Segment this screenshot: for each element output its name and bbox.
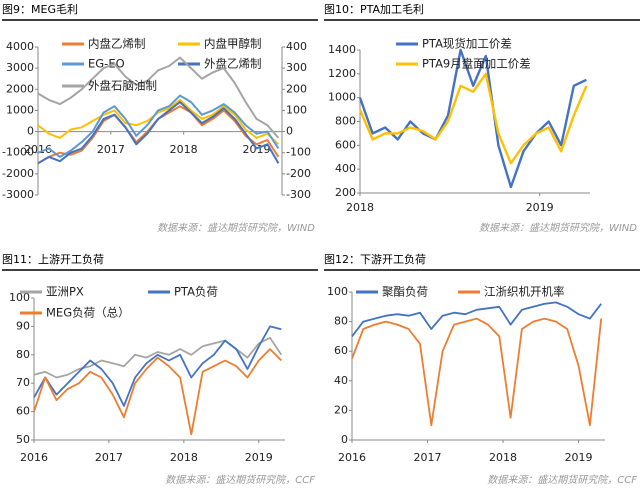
y-tick-label: 50	[16, 433, 30, 446]
y-tick-label: 1200	[328, 67, 356, 80]
series-line	[37, 101, 280, 165]
x-tick-label: 2016	[24, 143, 52, 156]
source-note: 数据来源：盛达期货研究院，WIND	[479, 222, 637, 234]
source-note: 数据来源：盛达期货研究院，WIND	[157, 222, 315, 234]
y2-tick-label: 200	[286, 82, 307, 95]
legend-label: 聚酯负荷	[382, 285, 428, 299]
y2-tick-label: 0	[286, 125, 293, 138]
legend-label: 外盘石脑油制	[88, 79, 157, 93]
legend-label: PTA现货加工价差	[422, 37, 512, 51]
y-tick-label: 1000	[6, 103, 34, 116]
x-tick-label: 2018	[170, 451, 198, 464]
chart-title: 图11：上游开工负荷	[2, 252, 104, 266]
y-tick-label: -3000	[2, 188, 34, 201]
y-tick-label: 80	[16, 348, 30, 361]
y-tick-label: 60	[334, 344, 348, 357]
series-line	[37, 94, 280, 158]
y-tick-label: 1400	[328, 43, 356, 56]
y-tick-label: 4000	[6, 40, 34, 53]
source-note: 数据来源：盛达期货研究院，CCF	[487, 474, 637, 486]
legend-label: 内盘乙烯制	[88, 37, 146, 51]
x-tick-label: 2016	[338, 451, 366, 464]
y-tick-label: 100	[327, 285, 348, 298]
series-line	[351, 301, 602, 337]
legend-label: EG-EO	[88, 57, 125, 71]
chart-title: 图10：PTA加工毛利	[324, 3, 424, 16]
x-tick-label: 2017	[97, 143, 125, 156]
series-line	[37, 56, 280, 139]
x-tick-label: 2019	[526, 201, 554, 214]
x-tick-label: 2019	[245, 451, 273, 464]
y-tick-label: -2000	[2, 167, 34, 180]
legend-label: 外盘乙烯制	[204, 57, 262, 71]
legend-label: MEG负荷（总）	[46, 306, 130, 320]
y-tick-label: 400	[335, 162, 356, 175]
x-tick-label: 2018	[489, 451, 517, 464]
y-tick-label: 80	[334, 315, 348, 328]
y-tick-label: 200	[335, 186, 356, 199]
x-tick-label: 2019	[565, 451, 593, 464]
x-tick-label: 2018	[170, 143, 198, 156]
y-tick-label: 20	[334, 403, 348, 416]
legend-label: 亚洲PX	[46, 285, 84, 299]
series-line	[358, 48, 587, 189]
y2-tick-label: -100	[286, 146, 311, 159]
chart-title: 图9：MEG毛利	[2, 3, 78, 16]
y2-tick-label: 100	[286, 103, 307, 116]
x-tick-label: 2016	[20, 451, 48, 464]
y2-tick-label: 300	[286, 61, 307, 74]
legend-label: PTA9月盘面加工价差	[422, 57, 531, 71]
legend-label: 内盘甲醇制	[204, 37, 262, 51]
y-tick-label: 0	[27, 125, 34, 138]
series-line	[33, 325, 282, 407]
series-line	[33, 336, 283, 379]
chart-title: 图12：下游开工负荷	[324, 252, 426, 266]
y-tick-label: 800	[335, 115, 356, 128]
y-tick-label: 3000	[6, 61, 34, 74]
y-tick-label: 40	[334, 374, 348, 387]
legend-label: 江浙织机开机率	[484, 285, 565, 299]
source-note: 数据来源：盛达期货研究院，CCF	[165, 474, 315, 486]
y-tick-label: 0	[341, 433, 348, 446]
y2-tick-label: -300	[286, 188, 311, 201]
x-tick-label: 2018	[346, 201, 374, 214]
legend-label: PTA负荷	[174, 285, 218, 299]
series-line	[358, 72, 588, 165]
y-tick-label: 100	[9, 291, 30, 304]
y2-tick-label: 400	[286, 40, 307, 53]
x-tick-label: 2017	[414, 451, 442, 464]
series-line	[37, 98, 280, 146]
y-tick-label: 600	[335, 138, 356, 151]
series-line	[351, 317, 603, 427]
y-tick-label: 60	[16, 405, 30, 418]
y-tick-label: -1000	[2, 146, 34, 159]
y-tick-label: 70	[16, 376, 30, 389]
y-tick-label: 1000	[328, 91, 356, 104]
x-tick-label: 2017	[95, 451, 123, 464]
y-tick-label: 2000	[6, 82, 34, 95]
y2-tick-label: -200	[286, 167, 311, 180]
y-tick-label: 90	[16, 319, 30, 332]
series-line	[33, 348, 282, 436]
